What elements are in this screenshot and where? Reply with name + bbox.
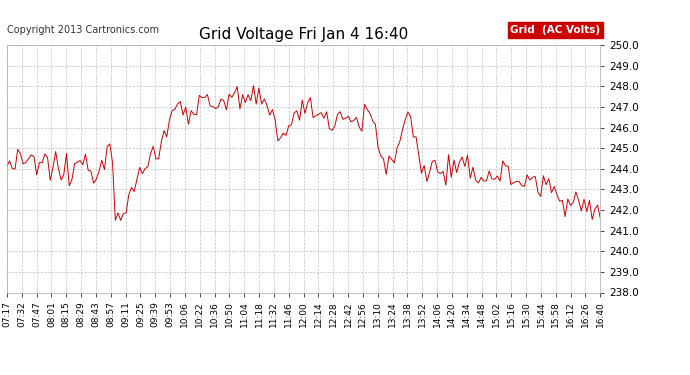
Text: Copyright 2013 Cartronics.com: Copyright 2013 Cartronics.com (7, 25, 159, 35)
Text: Grid  (AC Volts): Grid (AC Volts) (510, 25, 600, 35)
Title: Grid Voltage Fri Jan 4 16:40: Grid Voltage Fri Jan 4 16:40 (199, 27, 408, 42)
